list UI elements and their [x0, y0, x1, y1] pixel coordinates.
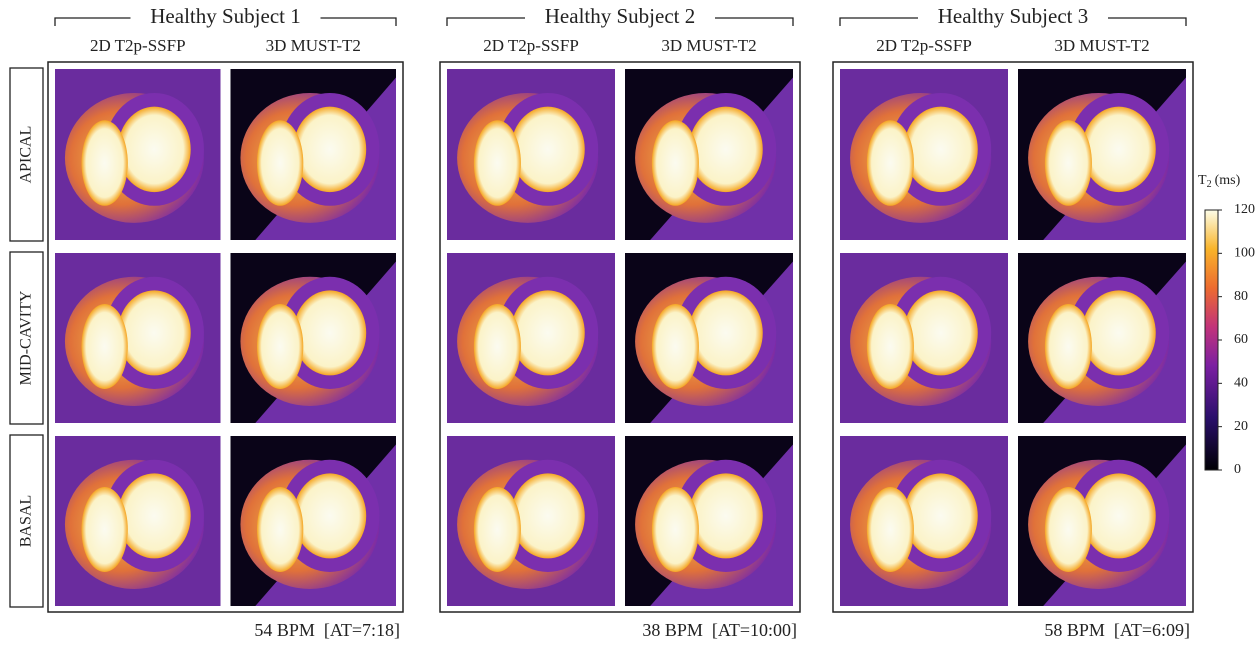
colorbar-tick-label: 40	[1234, 376, 1248, 391]
colorbar-tick-label: 120	[1234, 202, 1255, 217]
colorbar-label-part: (ms)	[1215, 173, 1241, 188]
footer: 58 BPM [AT=6:09]	[1044, 620, 1190, 640]
subject-title: Healthy Subject 3	[938, 4, 1088, 28]
mri-image	[55, 253, 221, 423]
blood-pool	[1082, 473, 1156, 558]
blood-pool	[474, 120, 521, 206]
row-label: BASAL	[18, 495, 35, 547]
blood-pool	[652, 487, 699, 572]
blood-pool	[118, 473, 191, 558]
blood-pool	[1045, 304, 1092, 389]
mri-image	[840, 69, 1008, 240]
footer: 38 BPM [AT=10:00]	[642, 620, 797, 640]
mri-image	[447, 436, 615, 606]
mri-image	[1018, 253, 1186, 423]
blood-pool	[293, 107, 366, 193]
mri-image	[625, 69, 793, 240]
blood-pool	[511, 107, 585, 193]
blood-pool	[293, 290, 366, 375]
column-header: 2D T2p-SSFP	[90, 36, 186, 55]
blood-pool	[1082, 290, 1156, 375]
blood-pool	[689, 473, 763, 558]
column-header: 3D MUST-T2	[661, 36, 756, 55]
subject-title: Healthy Subject 2	[545, 4, 695, 28]
footer: 54 BPM [AT=7:18]	[254, 620, 400, 640]
colorbar-tick-label: 80	[1234, 289, 1248, 304]
mri-image	[1018, 69, 1186, 240]
mri-image	[840, 436, 1008, 606]
row-label: APICAL	[18, 126, 35, 184]
mri-image	[55, 436, 221, 606]
blood-pool	[474, 487, 521, 572]
blood-pool	[904, 473, 978, 558]
blood-pool	[1045, 120, 1092, 206]
blood-pool	[511, 473, 585, 558]
blood-pool	[257, 487, 303, 572]
blood-pool	[652, 120, 699, 206]
column-header: 2D T2p-SSFP	[483, 36, 579, 55]
blood-pool	[867, 120, 914, 206]
colorbar-label: T2(ms)	[1198, 173, 1241, 190]
blood-pool	[867, 304, 914, 389]
mri-image	[55, 69, 221, 240]
mri-image	[1018, 436, 1186, 606]
column-header: 3D MUST-T2	[1054, 36, 1149, 55]
colorbar-label-part: 2	[1207, 179, 1212, 190]
mri-image	[840, 253, 1008, 423]
column-header: 2D T2p-SSFP	[876, 36, 972, 55]
blood-pool	[689, 107, 763, 193]
blood-pool	[689, 290, 763, 375]
blood-pool	[511, 290, 585, 375]
blood-pool	[81, 487, 127, 572]
colorbar-tick-label: 100	[1234, 246, 1255, 261]
colorbar	[1205, 210, 1218, 470]
blood-pool	[1082, 107, 1156, 193]
blood-pool	[474, 304, 521, 389]
blood-pool	[904, 290, 978, 375]
row-label: MID-CAVITY	[18, 290, 35, 385]
subject-title: Healthy Subject 1	[150, 4, 300, 28]
blood-pool	[257, 304, 303, 389]
mri-image	[625, 253, 793, 423]
blood-pool	[257, 120, 303, 206]
mri-image	[231, 69, 397, 240]
blood-pool	[652, 304, 699, 389]
mri-image	[447, 69, 615, 240]
blood-pool	[1045, 487, 1092, 572]
figure: Healthy Subject 1 2D T2p-SSFP 3D MUST-T2 54…	[0, 0, 1257, 645]
column-header: 3D MUST-T2	[266, 36, 361, 55]
mri-image	[231, 253, 397, 423]
mri-image	[231, 436, 397, 606]
blood-pool	[118, 107, 191, 193]
colorbar-tick-label: 60	[1234, 332, 1248, 347]
colorbar-tick-label: 20	[1234, 419, 1248, 434]
blood-pool	[81, 304, 127, 389]
blood-pool	[118, 290, 191, 375]
blood-pool	[293, 473, 366, 558]
mri-image	[625, 436, 793, 606]
blood-pool	[904, 107, 978, 193]
blood-pool	[867, 487, 914, 572]
mri-image	[447, 253, 615, 423]
blood-pool	[81, 120, 127, 206]
colorbar-tick-label: 0	[1234, 462, 1241, 477]
